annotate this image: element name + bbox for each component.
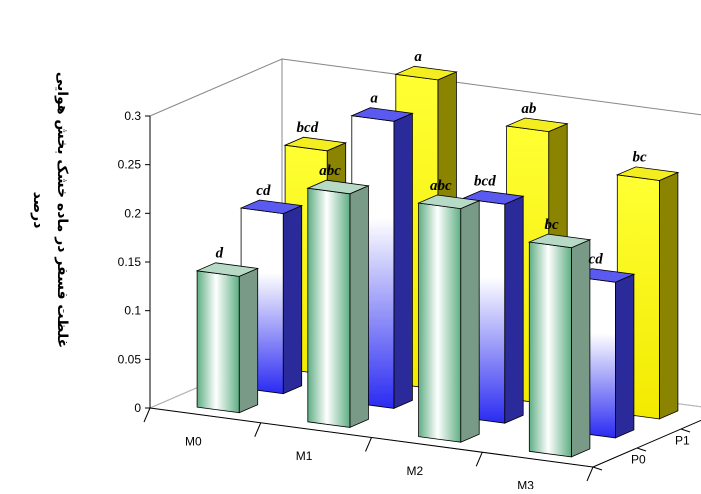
- data-label: d: [216, 246, 224, 262]
- x-tick: [254, 422, 262, 437]
- series-axis-label: P0: [631, 453, 646, 467]
- y-tick-label: 0.25: [118, 158, 142, 172]
- x-tick-label: M2: [407, 464, 424, 478]
- chart-axes: [143, 115, 701, 482]
- y-tick-label: 0.1: [124, 304, 141, 318]
- bar-top: [283, 136, 348, 152]
- data-label: a: [414, 49, 422, 65]
- bar-side: [349, 185, 369, 429]
- bar-side: [571, 239, 591, 458]
- bar-top: [239, 199, 304, 215]
- bar: [528, 241, 572, 458]
- depth-tick: [592, 466, 603, 471]
- bar-side: [238, 267, 259, 414]
- bar-top: [615, 166, 680, 181]
- depth-tick: [680, 428, 691, 433]
- depth-tick: [636, 447, 647, 452]
- x-tick: [143, 407, 151, 423]
- chart-bars: [195, 65, 680, 458]
- x-tick: [365, 437, 372, 452]
- y-tick-label: 0.2: [124, 206, 141, 220]
- bar-top: [461, 190, 525, 205]
- data-label: bc: [633, 150, 648, 166]
- y-axis-title-line-2: درصد: [30, 191, 46, 229]
- bar-top: [350, 107, 414, 122]
- data-label: bcd: [474, 173, 496, 189]
- bar-side: [615, 273, 635, 439]
- y-tick-label: 0.05: [118, 352, 142, 366]
- data-label: ab: [521, 101, 537, 117]
- y-axis-title: غلظت فسفر در ماده خشک بخش هوایی درصد: [10, 40, 90, 380]
- bar-side: [504, 195, 524, 424]
- series-axis-label: P1: [675, 434, 690, 448]
- bar-side: [659, 171, 679, 420]
- chart-text: 00.050.10.150.20.250.3M0M1M2M3P0P1P2bcda…: [118, 49, 690, 493]
- data-label: bc: [545, 217, 560, 233]
- x-tick: [475, 452, 483, 467]
- data-label: bcd: [297, 120, 319, 136]
- bar-side: [282, 204, 303, 395]
- bar-side: [460, 199, 480, 443]
- data-label: cd: [256, 183, 271, 199]
- bar-top: [417, 194, 481, 210]
- data-label: abc: [430, 178, 452, 194]
- x-tick-label: M3: [517, 479, 534, 489]
- bar-side: [393, 112, 413, 410]
- y-tick-label: 0.3: [124, 109, 141, 123]
- bar: [418, 202, 462, 443]
- y-tick-label: 0.15: [118, 255, 142, 269]
- bar-top: [527, 233, 592, 249]
- y-axis-title-line-1: غلظت فسفر در ماده خشک بخش هوایی: [54, 71, 70, 349]
- bar-top: [306, 179, 370, 195]
- bar-top: [195, 262, 260, 277]
- bar-top: [394, 65, 458, 81]
- x-tick-label: M1: [296, 449, 313, 463]
- x-tick: [586, 466, 594, 482]
- data-label: abc: [319, 163, 341, 179]
- depth-axis-line: [592, 419, 701, 468]
- y-tick-label: 0: [134, 401, 141, 415]
- data-label: a: [370, 90, 378, 106]
- x-tick-label: M0: [185, 434, 202, 448]
- bar-top: [505, 117, 569, 133]
- bar: [196, 270, 240, 414]
- bar: [307, 187, 351, 428]
- data-label: cd: [589, 251, 604, 267]
